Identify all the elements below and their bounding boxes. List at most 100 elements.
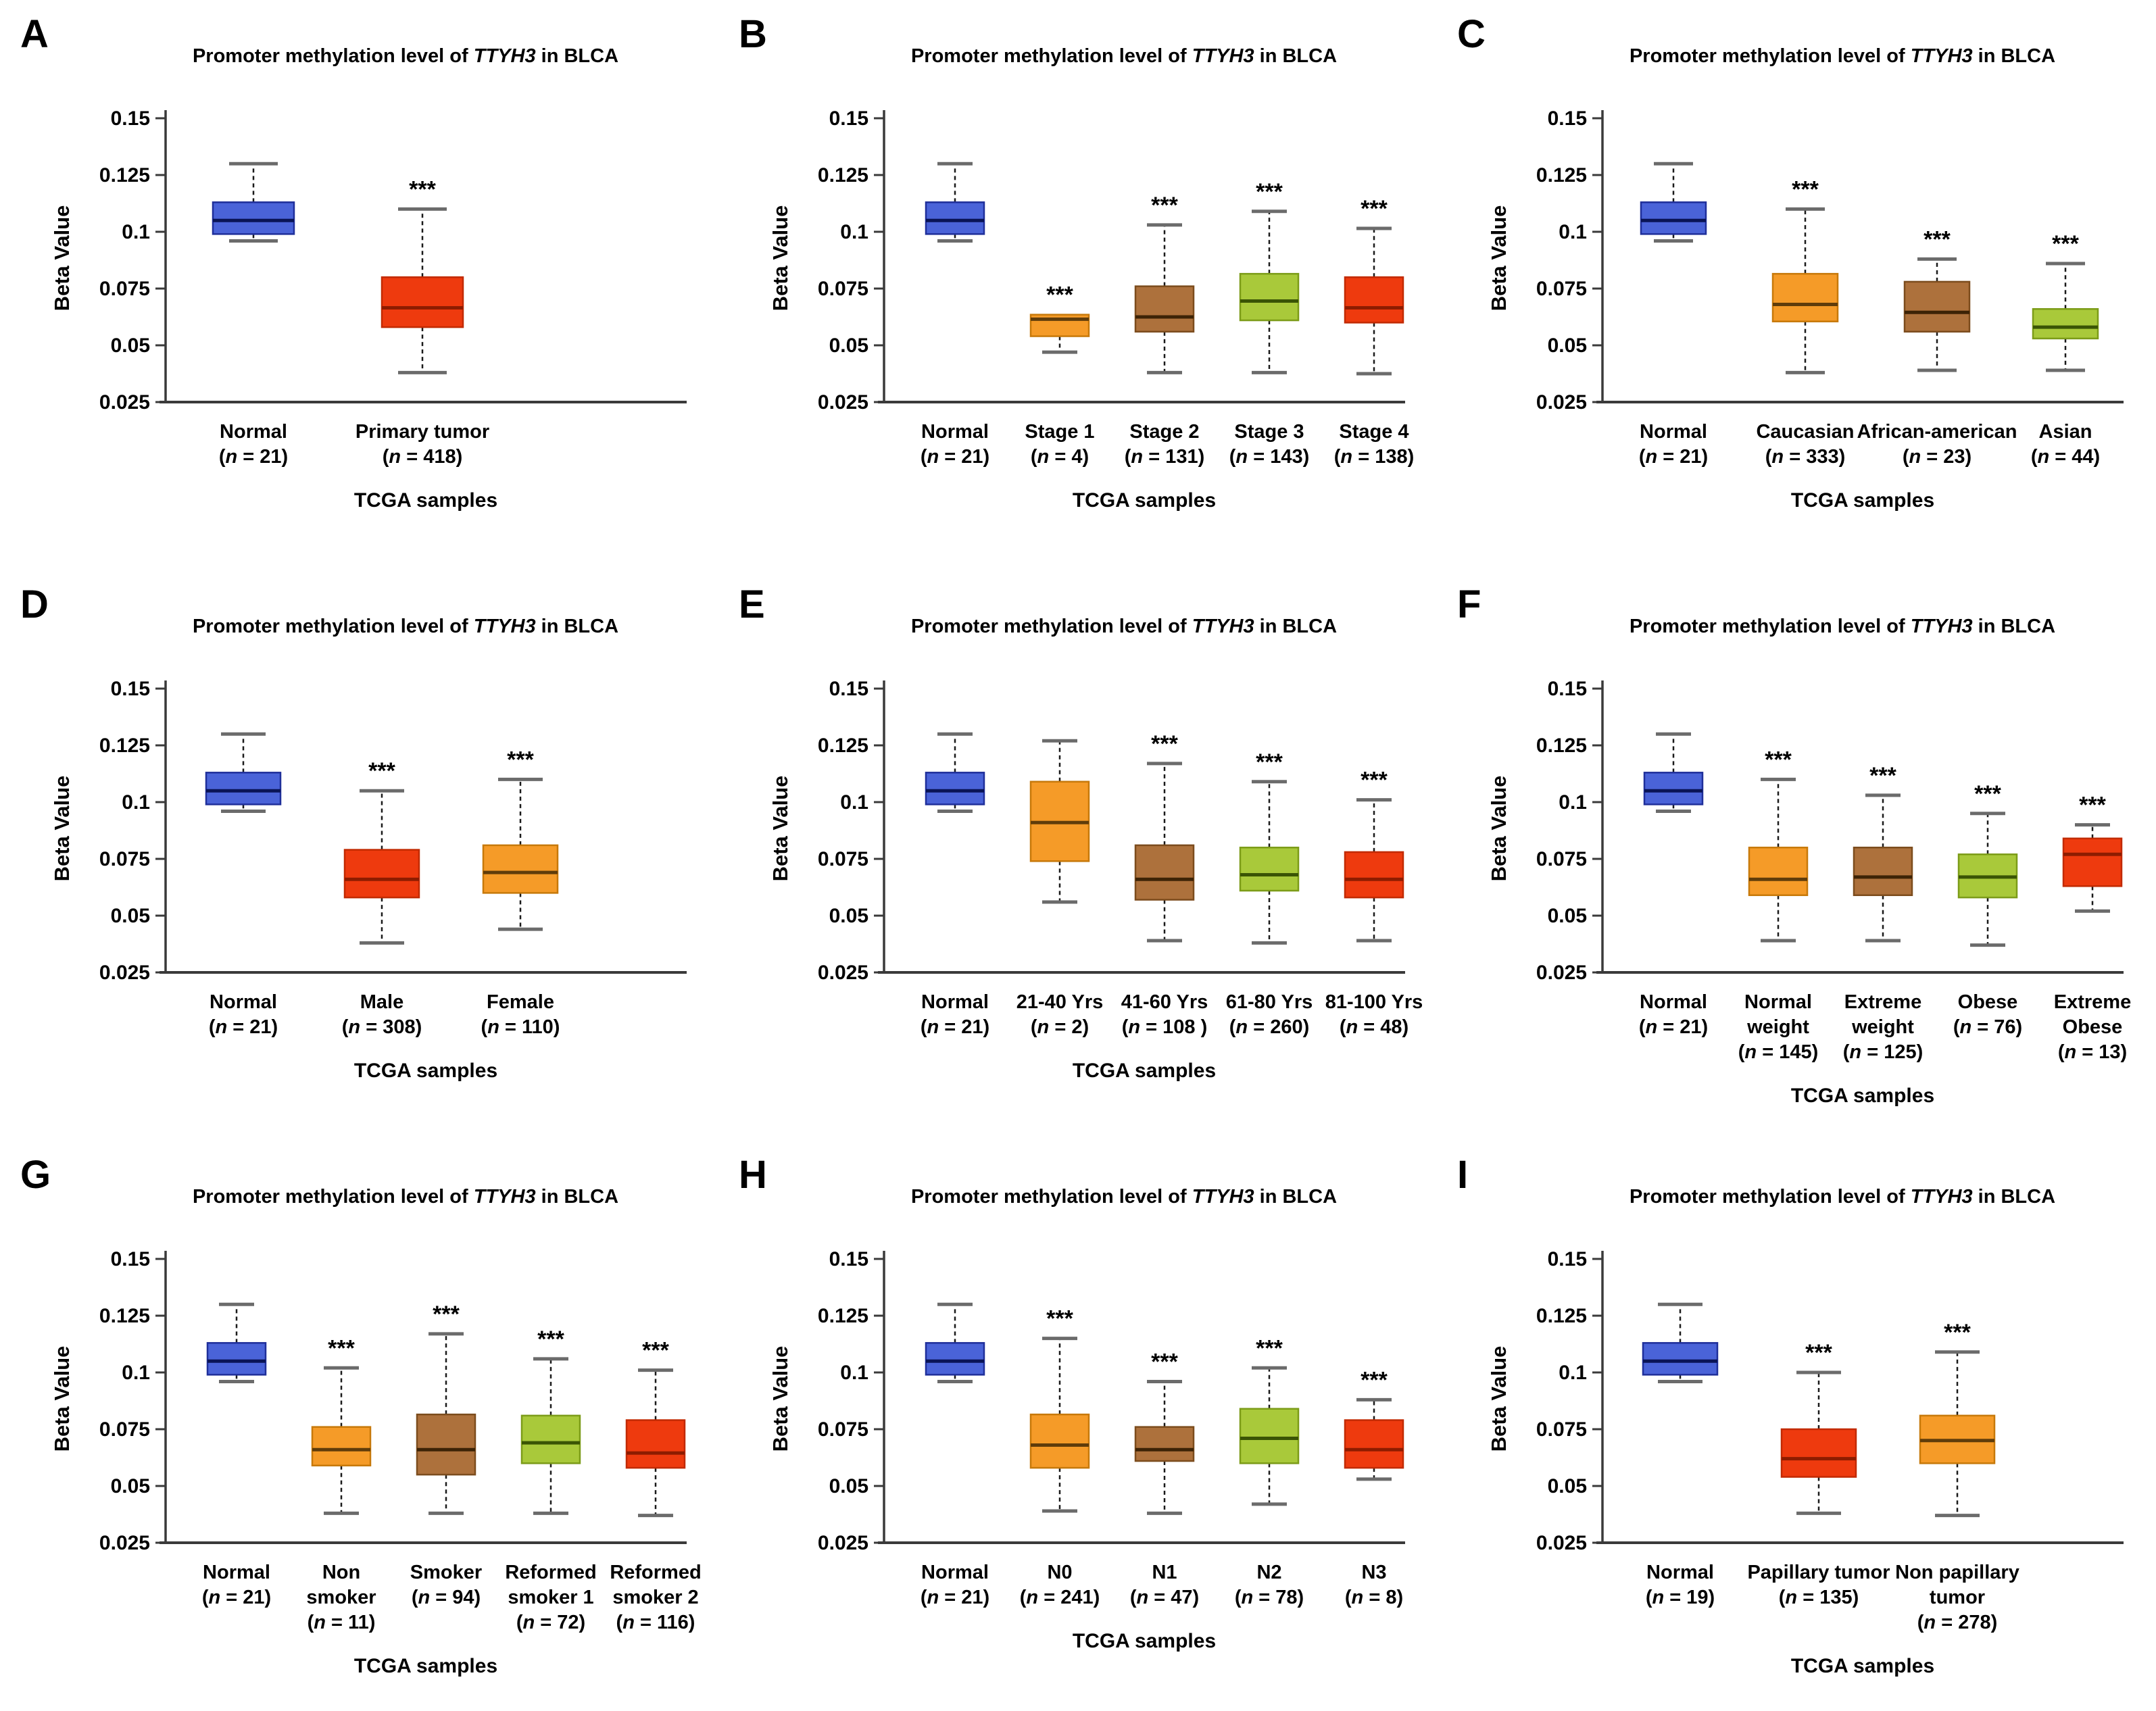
category-label: 21-40 Yrs xyxy=(1016,991,1103,1013)
chart-title: Promoter methylation level of TTYH3 in B… xyxy=(1630,616,2055,637)
category-label: smoker xyxy=(306,1587,376,1608)
axes: 0.15 0.125 0.1 0.075 0.05 0.025 xyxy=(99,678,687,984)
y-tick-label: 0.125 xyxy=(1536,164,1587,187)
y-tick-label: 0.1 xyxy=(1559,221,1587,243)
box-group-primary-tumor: *** Primary tumor (n = 418) xyxy=(356,176,489,468)
box xyxy=(925,1342,985,1376)
box xyxy=(1344,276,1404,324)
category-n-label: (n = 94) xyxy=(412,1587,481,1608)
box-group-extreme-weight: *** Extreme weight (n = 125) xyxy=(1843,763,1923,1063)
axes: 0.15 0.125 0.1 0.075 0.05 0.025 xyxy=(1536,107,2124,414)
box-group-stage-2: *** Stage 2 (n = 131) xyxy=(1125,193,1204,468)
box-group-stage-1: *** Stage 1 (n = 4) xyxy=(1025,282,1094,468)
category-label: Non papillary xyxy=(1895,1562,2019,1583)
x-axis-label: TCGA samples xyxy=(1073,1630,1216,1652)
y-tick-label: 0.15 xyxy=(1548,1248,1587,1270)
box xyxy=(206,1342,267,1376)
boxplot-chart-F: F Promoter methylation level of TTYH3 in … xyxy=(1457,582,2131,1107)
category-label: Normal xyxy=(921,991,989,1013)
category-n-label: (n = 8) xyxy=(1345,1587,1403,1608)
box-group-papillary-tumor: *** Papillary tumor (n = 135) xyxy=(1747,1340,1890,1608)
panel-C: C Promoter methylation level of TTYH3 in … xyxy=(1437,0,2155,570)
box xyxy=(1344,851,1404,899)
box-group-normal-weight: *** Normal weight (n = 145) xyxy=(1738,747,1818,1063)
axes: 0.15 0.125 0.1 0.075 0.05 0.025 xyxy=(818,678,1405,984)
y-axis-label: Beta Value xyxy=(1487,205,1511,312)
significance-marker: *** xyxy=(1974,781,2001,807)
category-label: 81-100 Yrs xyxy=(1325,991,1423,1013)
box xyxy=(1748,846,1809,897)
category-n-label: (n = 131) xyxy=(1125,446,1204,468)
category-n-label: (n = 76) xyxy=(1953,1016,2022,1038)
category-label: Papillary tumor xyxy=(1747,1562,1890,1583)
category-label: Normal xyxy=(220,421,287,443)
panel-letter: D xyxy=(20,582,49,626)
boxplot-chart-H: H Promoter methylation level of TTYH3 in … xyxy=(739,1153,1405,1652)
panel-E: E Promoter methylation level of TTYH3 in … xyxy=(718,570,1437,1141)
significance-marker: *** xyxy=(433,1301,460,1327)
box-group-n0: *** N0 (n = 241) xyxy=(1020,1306,1100,1608)
y-tick-label: 0.025 xyxy=(818,962,868,984)
box xyxy=(381,276,464,328)
y-tick-label: 0.15 xyxy=(829,1248,868,1270)
box-group-21-40-yrs: 21-40 Yrs (n = 2) xyxy=(1016,739,1103,1038)
category-n-label: (n = 13) xyxy=(2058,1041,2127,1063)
category-n-label: (n = 4) xyxy=(1031,446,1089,468)
box xyxy=(416,1413,476,1476)
category-label: Normal xyxy=(203,1562,270,1583)
category-n-label: (n = 278) xyxy=(1917,1612,1997,1633)
category-label: smoker 1 xyxy=(508,1587,593,1608)
category-n-label: (n = 19) xyxy=(1646,1587,1715,1608)
panel-letter: H xyxy=(739,1153,767,1197)
y-tick-label: 0.025 xyxy=(1536,962,1587,984)
y-tick-label: 0.125 xyxy=(1536,735,1587,757)
box-group-reformed-smoker-1: *** Reformed smoker 1 (n = 72) xyxy=(505,1326,596,1633)
boxplot-chart-I: I Promoter methylation level of TTYH3 in … xyxy=(1457,1153,2124,1677)
box xyxy=(482,844,559,894)
x-axis-label: TCGA samples xyxy=(1791,1085,1934,1107)
category-n-label: (n = 108 ) xyxy=(1122,1016,1208,1038)
axes: 0.15 0.125 0.1 0.075 0.05 0.025 xyxy=(99,1248,687,1554)
box xyxy=(1643,772,1704,805)
category-n-label: (n = 78) xyxy=(1235,1587,1304,1608)
y-tick-label: 0.075 xyxy=(818,278,868,300)
box-group-normal: Normal (n = 21) xyxy=(1639,162,1708,468)
significance-marker: *** xyxy=(1046,282,1073,308)
category-label: Normal xyxy=(1744,991,1812,1013)
y-tick-label: 0.025 xyxy=(1536,1532,1587,1554)
panel-D: D Promoter methylation level of TTYH3 in … xyxy=(0,570,718,1141)
box-group-normal: Normal (n = 21) xyxy=(921,732,989,1038)
category-label: Normal xyxy=(1640,421,1707,443)
category-n-label: (n = 135) xyxy=(1779,1587,1859,1608)
chart-title: Promoter methylation level of TTYH3 in B… xyxy=(193,1186,618,1208)
box-group-n2: *** N2 (n = 78) xyxy=(1235,1335,1304,1608)
y-tick-label: 0.1 xyxy=(122,221,150,243)
y-tick-label: 0.15 xyxy=(111,107,150,130)
axes: 0.15 0.125 0.1 0.075 0.05 0.025 xyxy=(818,1248,1405,1554)
panel-letter: B xyxy=(739,12,767,56)
significance-marker: *** xyxy=(1151,193,1178,218)
significance-marker: *** xyxy=(1869,763,1896,789)
significance-marker: *** xyxy=(409,176,436,202)
box xyxy=(1771,272,1839,322)
category-n-label: (n = 21) xyxy=(202,1587,271,1608)
y-tick-label: 0.15 xyxy=(1548,107,1587,130)
significance-marker: *** xyxy=(1256,179,1283,205)
significance-marker: *** xyxy=(1924,226,1951,252)
chart-title: Promoter methylation level of TTYH3 in B… xyxy=(911,45,1337,67)
significance-marker: *** xyxy=(368,758,395,784)
panel-A: A Promoter methylation level of TTYH3 in … xyxy=(0,0,718,570)
axes: 0.15 0.125 0.1 0.075 0.05 0.025 xyxy=(99,107,687,414)
significance-marker: *** xyxy=(2052,231,2079,257)
box-group-normal: Normal (n = 21) xyxy=(205,732,282,1038)
y-axis-label: Beta Value xyxy=(768,1346,792,1452)
category-n-label: (n = 116) xyxy=(616,1612,695,1633)
box xyxy=(1239,272,1300,322)
box-group-41-60-yrs: *** 41-60 Yrs (n = 108 ) xyxy=(1121,731,1208,1038)
category-n-label: (n = 21) xyxy=(921,1587,989,1608)
category-label: Extreme xyxy=(2054,991,2131,1013)
significance-marker: *** xyxy=(642,1338,669,1364)
x-axis-label: TCGA samples xyxy=(1073,489,1216,512)
y-tick-label: 0.075 xyxy=(1536,848,1587,870)
box-group-obese: *** Obese (n = 76) xyxy=(1953,781,2022,1038)
